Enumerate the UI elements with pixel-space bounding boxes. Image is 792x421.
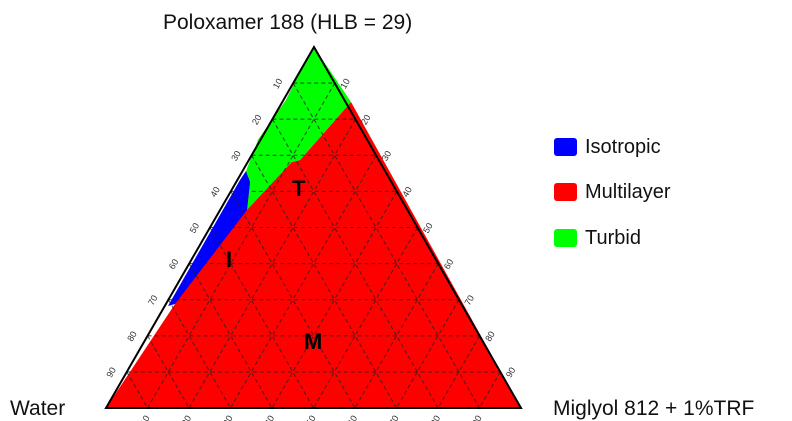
tick-labels: 10 90 10 20 80 20 30 70 30 40 60 40 50 50 50 60 40 60 70 30… bbox=[104, 77, 517, 421]
tick-label-right: 20 bbox=[359, 113, 373, 127]
tick-label-right: 60 bbox=[442, 257, 456, 271]
triangle-outline bbox=[104, 44, 523, 409]
tick-label-bottom: 70 bbox=[387, 414, 401, 421]
vertex-label-left: Water bbox=[10, 397, 66, 420]
tick-label-bottom: 10 bbox=[138, 414, 152, 421]
legend-swatch-multilayer bbox=[554, 183, 577, 201]
region-turbid bbox=[246, 47, 351, 210]
tick-label-right: 50 bbox=[421, 221, 435, 235]
legend-label-multilayer: Multilayer bbox=[585, 180, 671, 203]
tick-label-bottom: 80 bbox=[429, 414, 443, 421]
region-multilayer bbox=[106, 80, 521, 408]
tick-label-bottom: 50 bbox=[304, 414, 318, 421]
tick-label-left: 80 bbox=[125, 329, 139, 343]
tick-label-left: 30 bbox=[229, 149, 243, 163]
legend-label-isotropic: Isotropic bbox=[585, 135, 661, 158]
tick-label-left: 90 bbox=[104, 366, 118, 380]
legend-item-multilayer: Multilayer bbox=[554, 180, 671, 204]
regions-layer bbox=[106, 47, 521, 408]
legend-item-isotropic: Isotropic bbox=[554, 135, 661, 159]
vertex-label-top: Poloxamer 188 (HLB = 29) bbox=[163, 11, 413, 34]
tick-label-right: 40 bbox=[400, 185, 414, 199]
legend-swatch-isotropic bbox=[554, 138, 577, 156]
region-label-turbid: T bbox=[292, 176, 306, 201]
tick-label-bottom: 30 bbox=[221, 414, 235, 421]
tick-label-left: 10 bbox=[271, 77, 285, 91]
tick-label-bottom: 40 bbox=[263, 414, 277, 421]
region-isotropic bbox=[168, 171, 250, 306]
tick-label-left: 70 bbox=[146, 293, 160, 307]
tick-label-right: 70 bbox=[462, 293, 476, 307]
tick-label-right: 30 bbox=[380, 149, 394, 163]
tick-label-left: 60 bbox=[167, 257, 181, 271]
tick-label-bottom: 60 bbox=[346, 414, 360, 421]
tick-label-right: 80 bbox=[483, 329, 497, 343]
region-label-multilayer: M bbox=[304, 329, 322, 354]
tick-label-right: 10 bbox=[338, 77, 352, 91]
tick-label-bottom: 20 bbox=[180, 414, 194, 421]
region-label-isotropic: I bbox=[226, 247, 232, 272]
grid-layer bbox=[126, 82, 501, 409]
legend-item-turbid: Turbid bbox=[554, 226, 641, 250]
tick-label-left: 40 bbox=[208, 185, 222, 199]
legend-label-turbid: Turbid bbox=[585, 226, 641, 249]
tick-label-left: 50 bbox=[188, 221, 202, 235]
tick-label-bottom: 90 bbox=[470, 414, 484, 421]
tick-label-left: 20 bbox=[250, 113, 264, 127]
legend-swatch-turbid bbox=[554, 229, 577, 247]
tick-label-right: 90 bbox=[504, 366, 518, 380]
vertex-label-right: Miglyol 812 + 1%TRF bbox=[553, 397, 755, 420]
